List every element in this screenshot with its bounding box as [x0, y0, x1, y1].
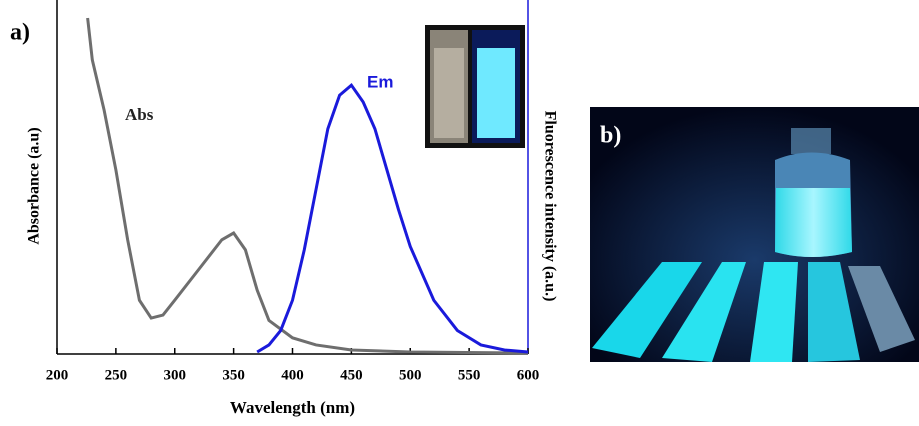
x-axis-label: Wavelength (nm): [230, 398, 355, 417]
x-tick-label: 300: [164, 367, 187, 383]
x-tick-label: 400: [281, 367, 304, 383]
y-axis-label: Absorbance (a.u): [26, 127, 43, 244]
x-tick-label: 350: [222, 367, 245, 383]
x-tick-label: 250: [105, 367, 128, 383]
panel-label: b): [600, 123, 621, 149]
figure: a) b) 200 250 300 350 400 450 500 550 600 Wavelen…: [0, 0, 919, 421]
x-tick-label: 200: [46, 367, 69, 383]
x-tick-label: 550: [458, 367, 481, 383]
series-label: Em: [367, 72, 393, 91]
x-tick-label: 450: [340, 367, 363, 383]
x-tick-label: 500: [399, 367, 422, 383]
inset-photo: [425, 25, 525, 148]
x-tick-label: 600: [517, 367, 540, 383]
y2-axis-label: Fluorescence intensity (a.u.): [541, 111, 558, 302]
photo: [590, 107, 919, 362]
series-label: Abs: [125, 105, 154, 124]
panel-label: a): [10, 20, 30, 46]
